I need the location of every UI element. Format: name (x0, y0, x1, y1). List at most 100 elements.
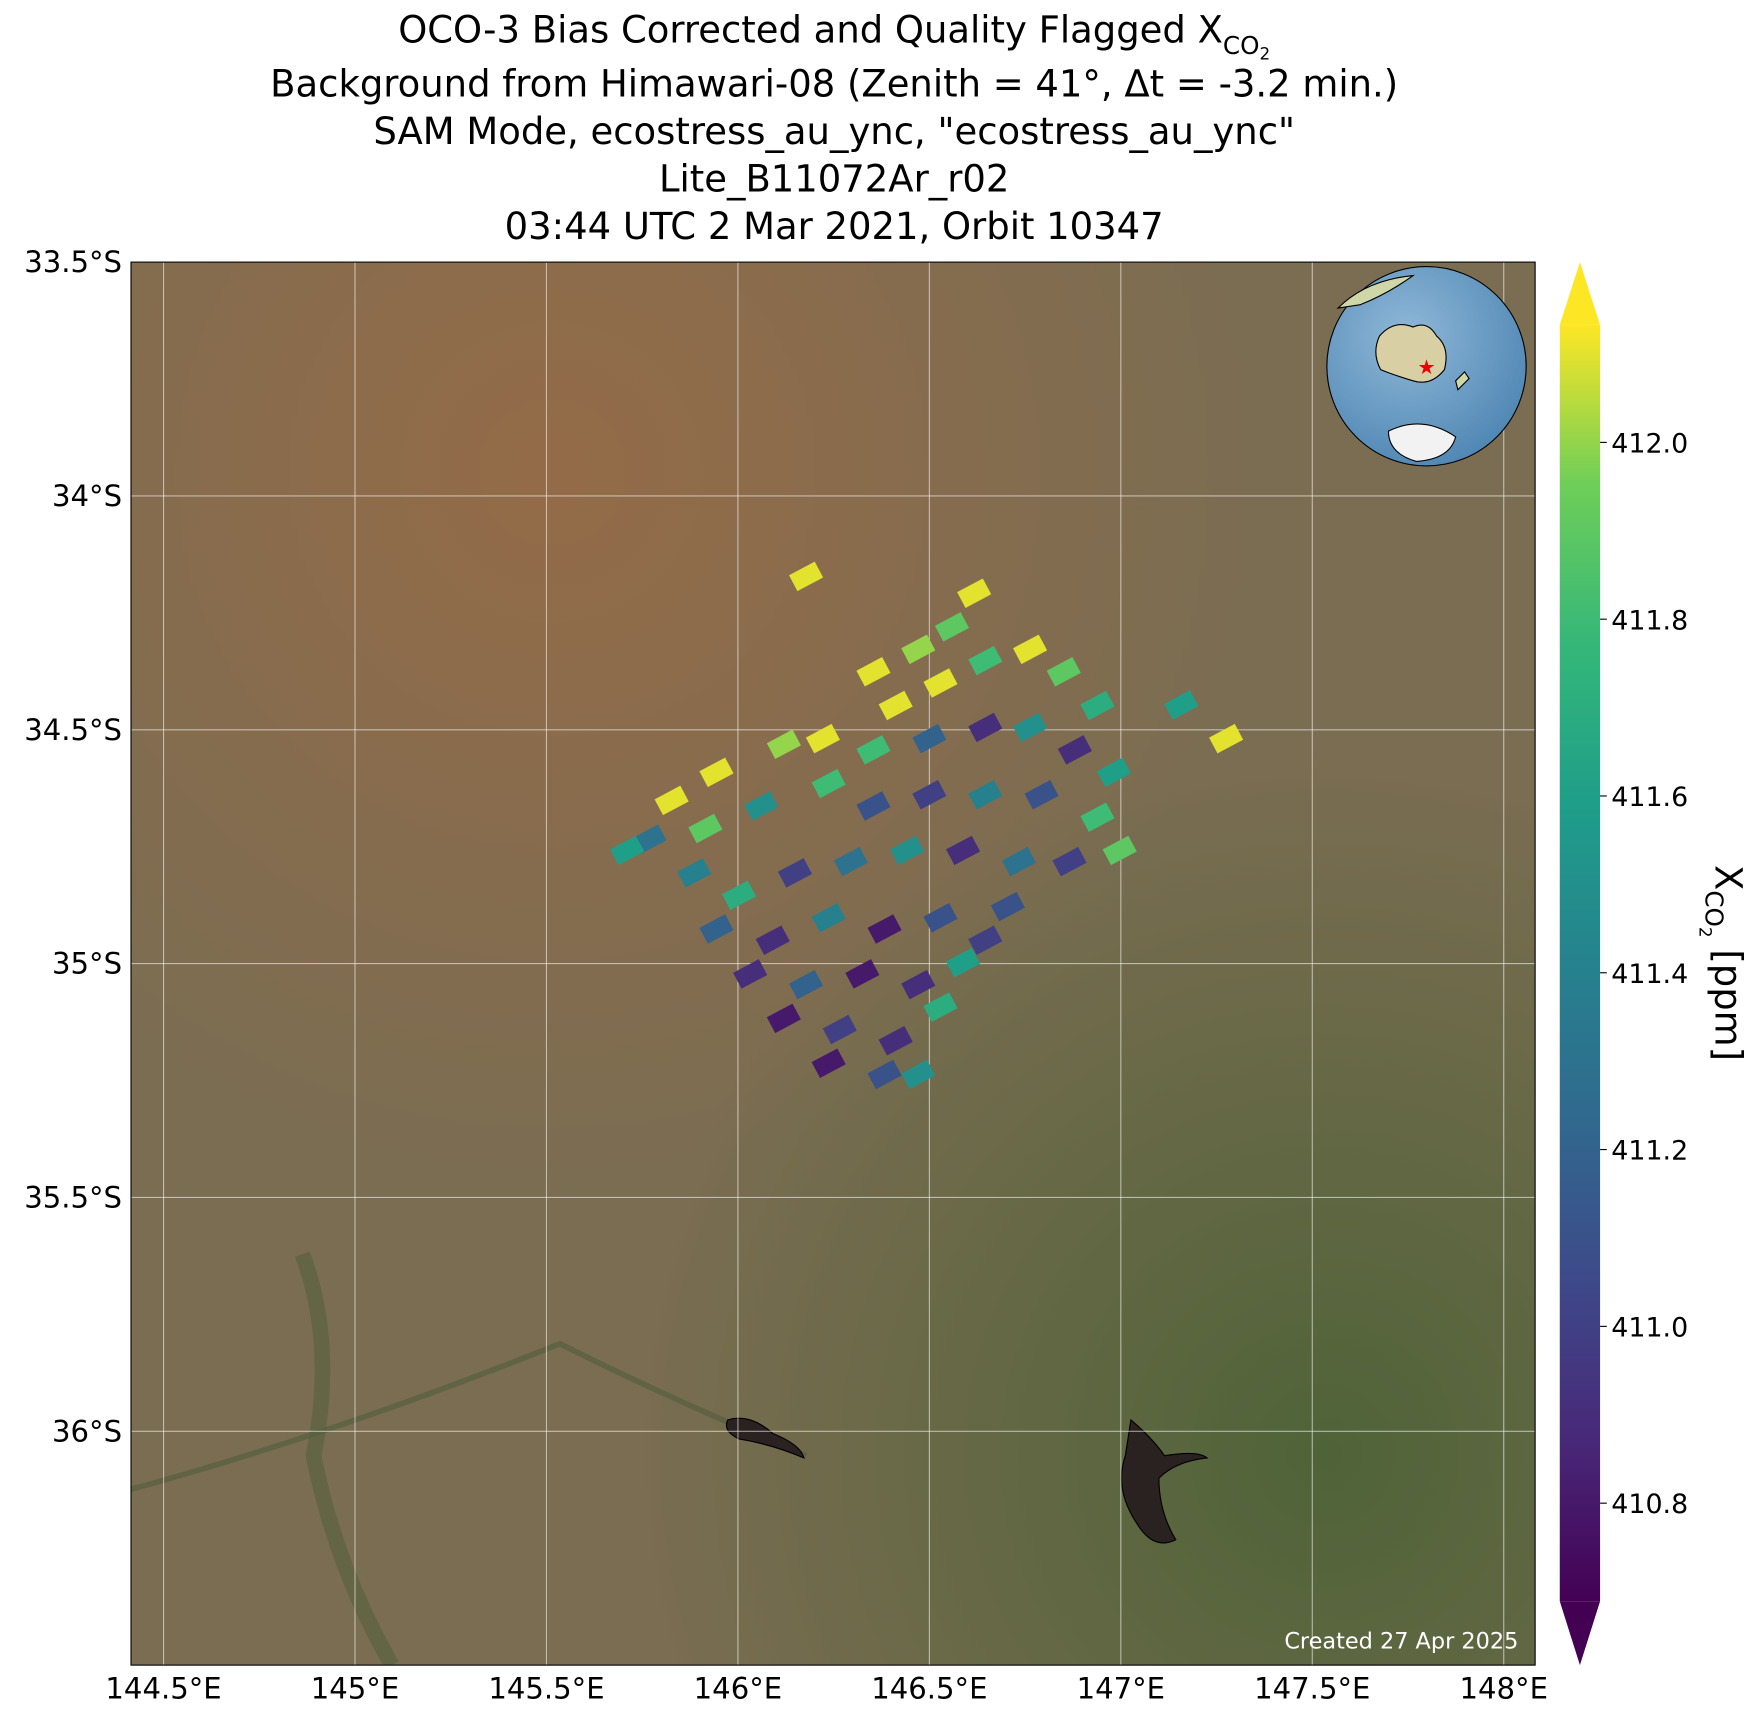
x-tick-label: 146°E (694, 1672, 783, 1706)
colorbar-tick-label: 411.8 (1611, 605, 1688, 636)
title-subscript: CO (1223, 31, 1260, 60)
xco2-cell (890, 835, 925, 866)
y-tick-label: 34°S (52, 479, 122, 513)
y-tick-label: 34.5°S (24, 713, 122, 747)
xco2-cell (1024, 780, 1059, 810)
x-tick-label: 148°E (1459, 1672, 1548, 1706)
xco2-cell (822, 1014, 857, 1045)
xco2-cell (811, 1048, 846, 1078)
xco2-cell (699, 914, 734, 944)
x-tick-label: 146.5°E (871, 1672, 987, 1706)
xco2-cell (1001, 846, 1037, 877)
xco2-cell (1057, 735, 1092, 765)
chart-title: OCO-3 Bias Corrected and Quality Flagged… (398, 9, 1270, 64)
xco2-cell (901, 969, 936, 1000)
y-tick-label: 35°S (52, 947, 122, 981)
colorbar (1559, 262, 1607, 1666)
xco2-cell (733, 959, 768, 989)
chart-subtitle: Lite_B11072Ar_r02 (659, 158, 1009, 201)
x-tick-label: 145°E (311, 1672, 400, 1706)
xco2-cell (957, 578, 992, 608)
xco2-cell (968, 712, 1003, 743)
map-frame (130, 261, 1536, 1666)
xco2-cell (923, 668, 958, 698)
xco2-cell (923, 903, 958, 933)
xco2-cell (845, 959, 880, 989)
colorbar-label: XCO2 [ppm] (1696, 865, 1749, 1061)
svg-text:★: ★ (1417, 355, 1435, 379)
label-subscript: CO (1699, 890, 1728, 927)
xco2-cell (766, 729, 801, 760)
chart-subtitle: Background from Himawari-08 (Zenith = 41… (270, 62, 1398, 105)
xco2-cell (833, 846, 868, 877)
xco2-cell (1013, 634, 1048, 665)
xco2-cell (766, 1003, 801, 1034)
xco2-cell (777, 858, 813, 888)
x-tick-label: 144.5°E (105, 1672, 221, 1706)
xco2-cell (1209, 723, 1244, 754)
xco2-cell (722, 880, 757, 911)
x-tick-label: 147°E (1077, 1672, 1166, 1706)
xco2-cell (789, 969, 824, 1000)
xco2-cell (990, 891, 1025, 922)
y-tick-label: 33.5°S (24, 245, 122, 279)
annotation: Created 27 Apr 2025 (1284, 1628, 1518, 1654)
xco2-cell (912, 723, 947, 754)
xco2-cell (677, 858, 712, 888)
xco2-cell (1080, 690, 1115, 721)
globe-inset: ★ (1326, 266, 1527, 467)
xco2-cell (755, 925, 790, 955)
chart-subtitle: SAM Mode, ecostress_au_ync, "ecostress_a… (373, 110, 1295, 153)
xco2-cell (789, 561, 824, 592)
xco2-cell (901, 634, 936, 665)
xco2-cell (654, 785, 689, 816)
xco2-cell (923, 992, 958, 1022)
xco2-cell (968, 645, 1003, 676)
colorbar-tick-label: 411.6 (1611, 782, 1688, 813)
xco2-cell (811, 768, 846, 799)
xco2-cell (946, 835, 981, 866)
xco2-cell (1096, 757, 1131, 788)
xco2-cell (610, 835, 645, 866)
title-block: OCO-3 Bias Corrected and Quality Flagged… (270, 9, 1398, 249)
x-tick-label: 147.5°E (1254, 1672, 1370, 1706)
xco2-cell (856, 657, 891, 687)
xco2-cell (1046, 657, 1081, 687)
xco2-cell (688, 813, 723, 844)
chart-subtitle: 03:44 UTC 2 Mar 2021, Orbit 10347 (505, 205, 1164, 248)
xco2-cell (1052, 846, 1087, 877)
colorbar-tick-label: 411.2 (1611, 1136, 1688, 1167)
xco2-cell (867, 1059, 902, 1090)
label-subscript: 2 (1696, 927, 1716, 938)
title-text: OCO-3 Bias Corrected and Quality Flagged… (398, 9, 1223, 52)
xco2-cell (946, 947, 981, 978)
xco2-cell (912, 780, 947, 810)
xco2-cell (867, 914, 902, 944)
xco2-cell (805, 723, 840, 754)
xco2-cell (1164, 690, 1199, 720)
xco2-cell (1013, 712, 1048, 743)
xco2-cell (856, 791, 891, 821)
y-tick-label: 36°S (52, 1414, 122, 1448)
label-unit: [ppm] (1706, 938, 1749, 1061)
xco2-cell (934, 612, 970, 642)
colorbar-tick-label: 411.0 (1611, 1312, 1688, 1343)
x-tick-label: 145.5°E (488, 1672, 604, 1706)
xco2-cell (811, 903, 846, 933)
label-text: X (1706, 865, 1749, 890)
xco2-cell (878, 690, 913, 721)
data-cells (610, 561, 1244, 1090)
colorbar-tick-label: 411.4 (1611, 959, 1688, 990)
xco2-cell (878, 1026, 913, 1056)
title-subscript: 2 (1259, 43, 1270, 63)
xco2-cell (699, 757, 734, 788)
xco2-cell (1080, 802, 1115, 832)
colorbar-tick-label: 412.0 (1611, 428, 1688, 459)
y-tick-label: 35.5°S (24, 1181, 122, 1215)
xco2-cell (1102, 835, 1137, 866)
xco2-cell (856, 735, 891, 765)
xco2-cell (968, 780, 1003, 810)
xco2-cell (901, 1059, 936, 1090)
